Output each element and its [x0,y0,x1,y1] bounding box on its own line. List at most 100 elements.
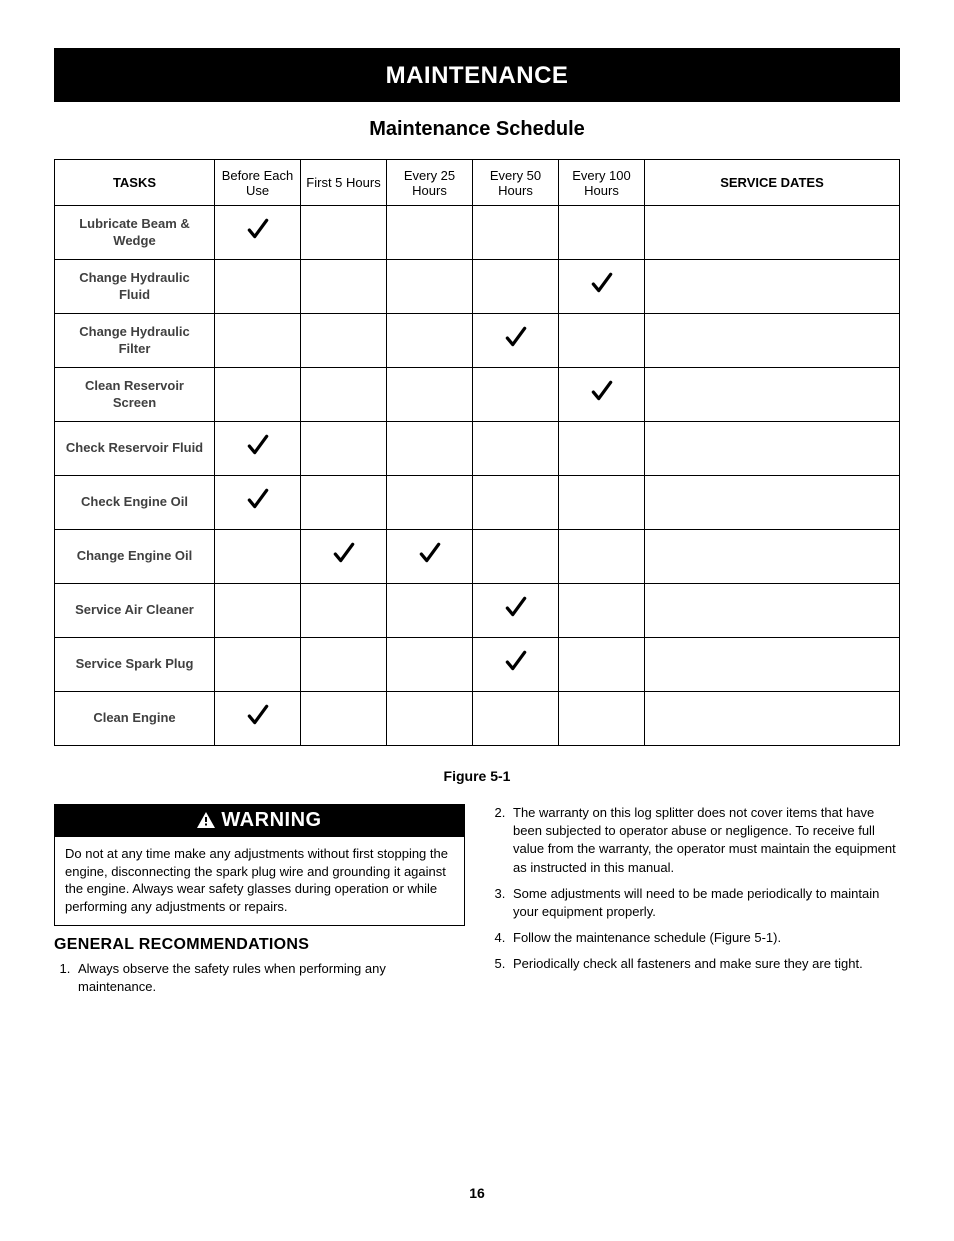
interval-cell [473,260,559,314]
recommendations-list-right: The warranty on this log splitter does n… [489,804,900,974]
service-dates-cell [645,530,900,584]
interval-cell [215,314,301,368]
service-dates-cell [645,314,900,368]
interval-cell [215,530,301,584]
recommendations-list-left: Always observe the safety rules when per… [54,960,465,996]
check-icon [245,707,271,734]
interval-cell [559,476,645,530]
col-every-50-hours: Every 50 Hours [473,160,559,206]
warning-label: WARNING [221,809,321,831]
interval-cell [559,206,645,260]
interval-cell [473,692,559,746]
interval-cell [215,584,301,638]
service-dates-cell [645,638,900,692]
interval-cell [559,314,645,368]
interval-cell [301,476,387,530]
col-first-5-hours: First 5 Hours [301,160,387,206]
interval-cell [387,638,473,692]
interval-cell [387,584,473,638]
interval-cell [559,584,645,638]
interval-cell [387,422,473,476]
check-icon [589,275,615,302]
interval-cell [559,422,645,476]
interval-cell [559,638,645,692]
warning-box: WARNING Do not at any time make any adju… [54,804,465,926]
maintenance-table: TASKS Before Each Use First 5 Hours Ever… [54,159,900,746]
task-cell: Service Air Cleaner [55,584,215,638]
interval-cell [301,584,387,638]
warning-body: Do not at any time make any adjustments … [55,837,464,925]
table-body: Lubricate Beam & WedgeChange Hydraulic F… [55,206,900,746]
interval-cell [301,422,387,476]
task-cell: Lubricate Beam & Wedge [55,206,215,260]
interval-cell [301,638,387,692]
interval-cell [301,260,387,314]
table-row: Lubricate Beam & Wedge [55,206,900,260]
list-item: Follow the maintenance schedule (Figure … [509,929,900,947]
interval-cell [559,368,645,422]
service-dates-cell [645,584,900,638]
interval-cell [473,530,559,584]
interval-cell [473,422,559,476]
interval-cell [559,260,645,314]
general-recommendations-heading: GENERAL RECOMMENDATIONS [54,936,465,954]
interval-cell [473,638,559,692]
section-title-bar: MAINTENANCE [54,48,900,102]
interval-cell [215,476,301,530]
table-row: Change Engine Oil [55,530,900,584]
table-row: Service Air Cleaner [55,584,900,638]
interval-cell [387,530,473,584]
interval-cell [215,422,301,476]
table-row: Change Hydraulic Fluid [55,260,900,314]
check-icon [245,437,271,464]
check-icon [503,653,529,680]
col-service-dates: SERVICE DATES [645,160,900,206]
check-icon [331,545,357,572]
task-cell: Clean Reservoir Screen [55,368,215,422]
interval-cell [215,260,301,314]
interval-cell [387,476,473,530]
task-cell: Check Reservoir Fluid [55,422,215,476]
left-column: WARNING Do not at any time make any adju… [54,804,465,1005]
check-icon [503,329,529,356]
check-icon [589,383,615,410]
check-icon [417,545,443,572]
interval-cell [301,206,387,260]
table-row: Change Hydraulic Filter [55,314,900,368]
warning-header: WARNING [55,805,464,837]
table-row: Check Reservoir Fluid [55,422,900,476]
task-cell: Clean Engine [55,692,215,746]
col-every-100-hours: Every 100 Hours [559,160,645,206]
interval-cell [387,314,473,368]
service-dates-cell [645,476,900,530]
interval-cell [559,692,645,746]
col-before-each-use: Before Each Use [215,160,301,206]
interval-cell [215,638,301,692]
interval-cell [301,314,387,368]
page-number: 16 [54,1185,900,1201]
task-cell: Change Engine Oil [55,530,215,584]
interval-cell [301,530,387,584]
task-cell: Service Spark Plug [55,638,215,692]
interval-cell [473,314,559,368]
interval-cell [215,206,301,260]
check-icon [245,221,271,248]
service-dates-cell [645,692,900,746]
interval-cell [473,584,559,638]
two-column-region: WARNING Do not at any time make any adju… [54,804,900,1005]
list-item: Always observe the safety rules when per… [74,960,465,996]
interval-cell [387,368,473,422]
task-cell: Change Hydraulic Fluid [55,260,215,314]
list-item: Periodically check all fasteners and mak… [509,955,900,973]
interval-cell [473,368,559,422]
col-tasks: TASKS [55,160,215,206]
service-dates-cell [645,422,900,476]
check-icon [503,599,529,626]
task-cell: Change Hydraulic Filter [55,314,215,368]
interval-cell [473,206,559,260]
table-row: Check Engine Oil [55,476,900,530]
interval-cell [215,692,301,746]
right-column: The warranty on this log splitter does n… [489,804,900,1005]
service-dates-cell [645,206,900,260]
table-row: Clean Engine [55,692,900,746]
